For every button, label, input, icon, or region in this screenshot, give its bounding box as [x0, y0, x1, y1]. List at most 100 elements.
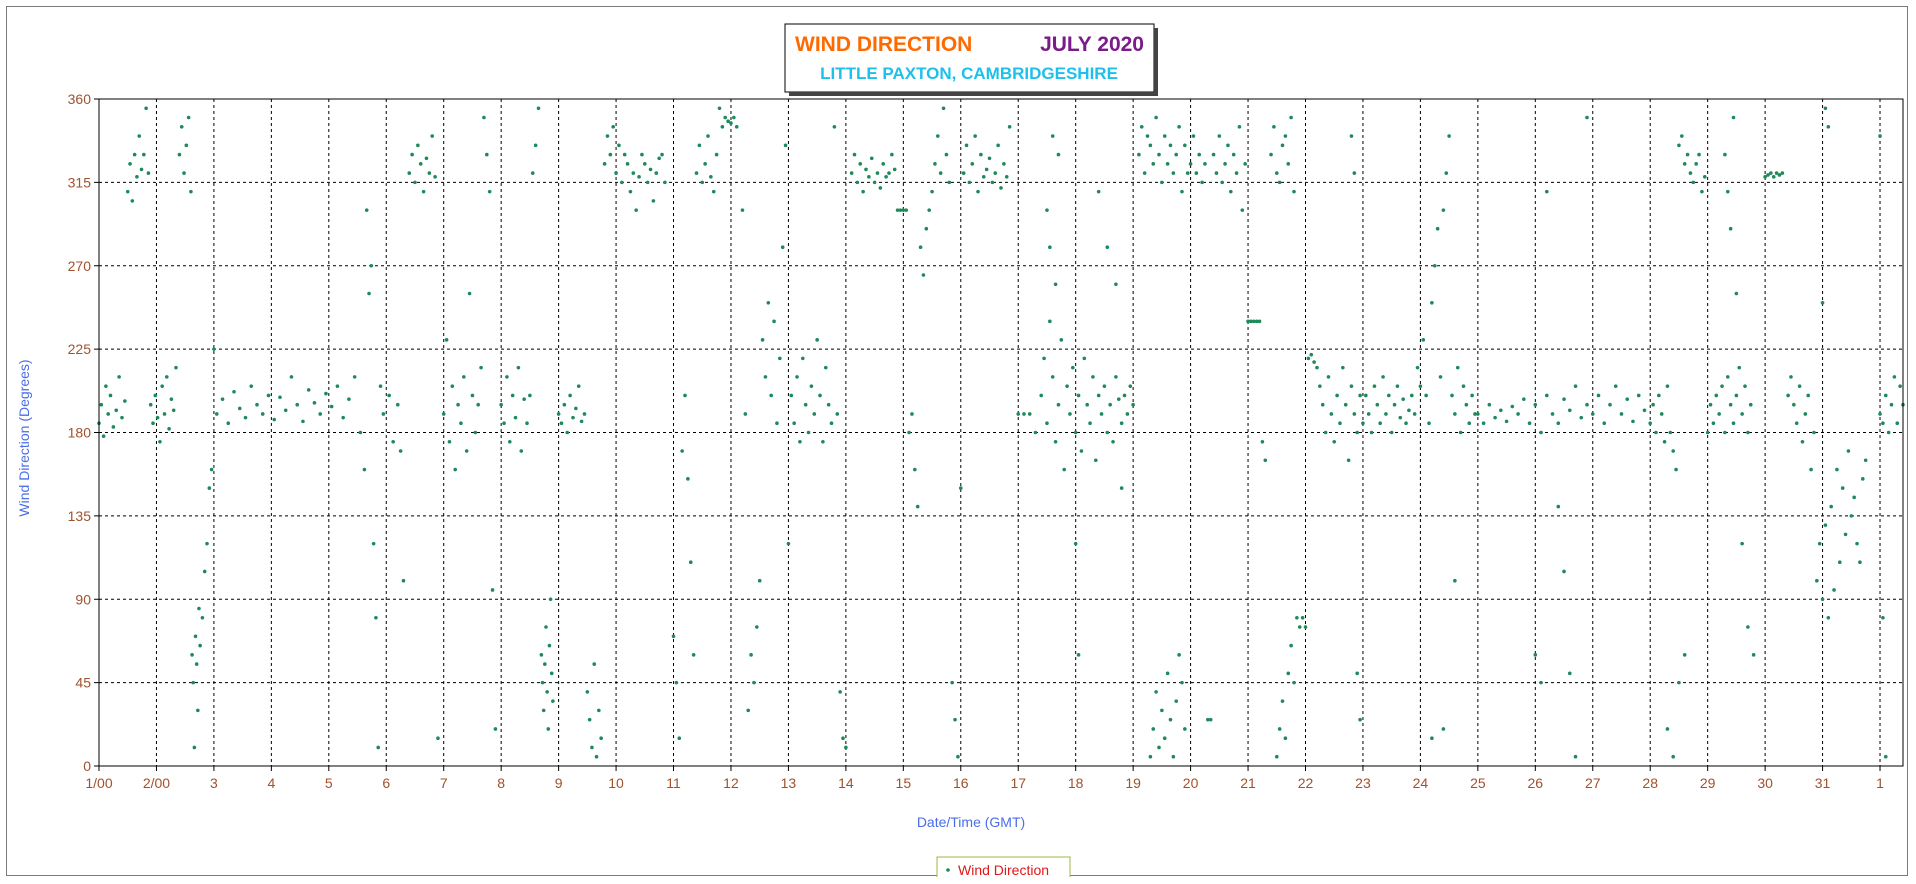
data-point	[930, 189, 934, 194]
data-point	[536, 106, 541, 111]
data-point	[194, 662, 199, 666]
data-point	[1823, 106, 1828, 111]
data-point	[944, 152, 949, 157]
data-point	[1229, 189, 1233, 194]
data-point	[956, 754, 960, 759]
data-point	[1415, 365, 1420, 370]
data-point	[1398, 415, 1403, 420]
data-point	[502, 421, 506, 426]
data-point	[1820, 301, 1825, 305]
y-tick-label: 360	[68, 91, 92, 107]
data-point	[872, 180, 877, 185]
data-point	[1734, 393, 1739, 398]
data-point	[1119, 486, 1124, 490]
chart-title: WIND DIRECTION	[795, 33, 972, 56]
data-point	[137, 134, 142, 138]
data-point	[953, 717, 957, 722]
data-point	[1792, 402, 1796, 407]
data-point	[1277, 180, 1282, 185]
data-point	[1450, 393, 1454, 398]
data-point	[1243, 162, 1247, 166]
data-point	[680, 449, 684, 453]
data-point	[433, 175, 437, 179]
data-point	[1007, 124, 1012, 129]
data-point	[283, 408, 288, 413]
data-point	[1815, 578, 1819, 583]
data-point	[179, 124, 184, 129]
data-point	[1392, 402, 1397, 407]
data-point	[1105, 245, 1110, 250]
data-point	[1048, 319, 1052, 324]
data-point	[108, 393, 113, 398]
data-point	[1102, 384, 1107, 388]
data-point	[691, 653, 696, 657]
data-point	[243, 415, 248, 420]
data-point	[1292, 189, 1296, 194]
data-point	[266, 393, 271, 398]
x-tick-label: 16	[953, 775, 969, 791]
data-point	[1499, 408, 1503, 413]
data-point	[711, 189, 716, 194]
data-point	[1840, 486, 1845, 490]
data-point	[1823, 523, 1828, 527]
data-point	[576, 384, 581, 388]
data-point	[1139, 124, 1144, 129]
data-point	[125, 189, 130, 194]
data-point	[196, 708, 200, 713]
data-point	[1056, 152, 1061, 157]
data-point	[1286, 162, 1291, 166]
data-point	[746, 708, 751, 713]
data-point	[1312, 360, 1316, 364]
data-point	[184, 143, 189, 148]
data-point	[1786, 393, 1790, 398]
data-point	[1125, 412, 1130, 416]
data-point	[1438, 375, 1443, 379]
data-point	[1550, 412, 1555, 416]
data-point	[1409, 393, 1414, 398]
data-point	[907, 430, 911, 435]
data-point	[1157, 745, 1161, 750]
data-point	[533, 143, 538, 148]
data-point	[620, 180, 624, 185]
data-point	[543, 662, 547, 666]
data-point	[364, 208, 369, 212]
data-point	[1878, 134, 1882, 138]
data-point	[608, 152, 613, 157]
data-point	[1881, 615, 1885, 620]
data-point	[376, 745, 381, 750]
data-point	[395, 402, 400, 407]
data-point	[456, 402, 460, 407]
data-point	[967, 180, 972, 185]
data-point	[190, 653, 194, 657]
data-point	[1714, 393, 1719, 398]
data-point	[1493, 415, 1497, 420]
data-point	[1162, 736, 1167, 741]
data-point	[1269, 152, 1273, 157]
data-point	[1122, 393, 1127, 398]
data-point	[858, 162, 863, 166]
data-point	[146, 171, 151, 175]
data-point	[1171, 171, 1176, 175]
data-point	[723, 115, 728, 120]
data-point	[970, 162, 975, 166]
data-point	[1654, 430, 1658, 435]
data-point	[987, 156, 992, 161]
data-point	[1613, 384, 1618, 388]
data-point	[1401, 397, 1405, 401]
data-point	[1131, 402, 1135, 407]
data-point	[996, 143, 1000, 148]
data-point	[1283, 134, 1288, 138]
data-point	[1674, 467, 1678, 472]
data-point	[1148, 754, 1153, 759]
data-point	[844, 745, 848, 750]
data-point	[427, 171, 432, 175]
data-point	[898, 208, 903, 212]
data-point	[1668, 430, 1673, 435]
data-point	[772, 319, 776, 324]
data-point	[1045, 421, 1049, 426]
data-point	[1151, 162, 1156, 166]
data-point	[1283, 736, 1288, 741]
data-point	[1246, 319, 1250, 324]
data-point	[545, 690, 549, 694]
data-point	[1751, 653, 1756, 657]
